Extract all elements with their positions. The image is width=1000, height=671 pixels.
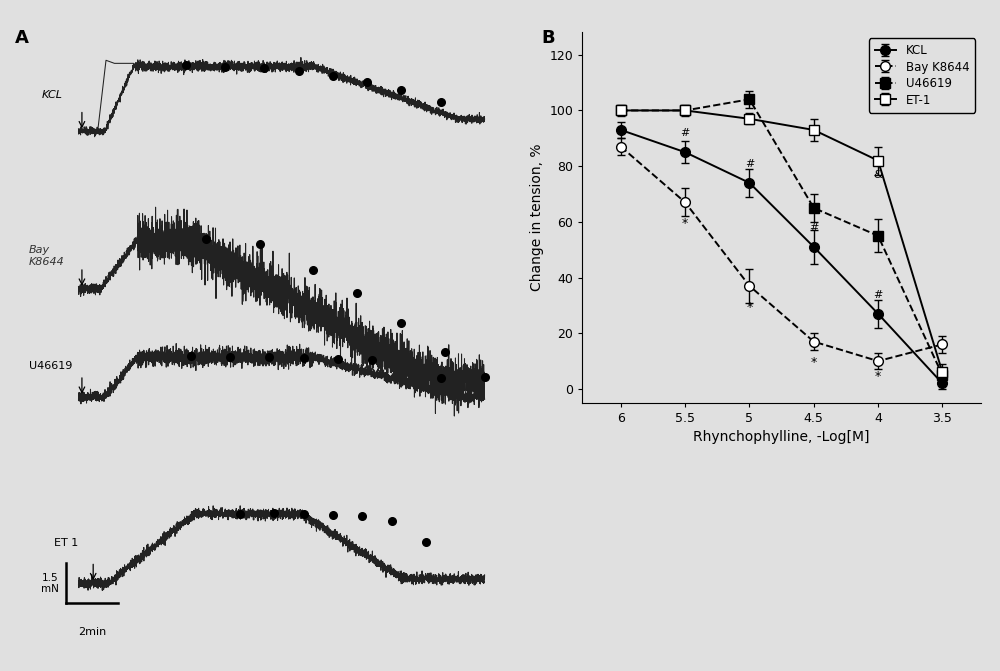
Text: U46619: U46619 xyxy=(29,361,72,371)
Text: 1.5
mN: 1.5 mN xyxy=(41,572,59,595)
Text: Bay
K8644: Bay K8644 xyxy=(29,246,64,267)
Text: ET 1: ET 1 xyxy=(54,538,78,548)
Text: B: B xyxy=(541,30,555,48)
Text: KCL: KCL xyxy=(42,91,63,101)
Text: 2min: 2min xyxy=(78,627,106,637)
Text: A: A xyxy=(15,30,29,48)
